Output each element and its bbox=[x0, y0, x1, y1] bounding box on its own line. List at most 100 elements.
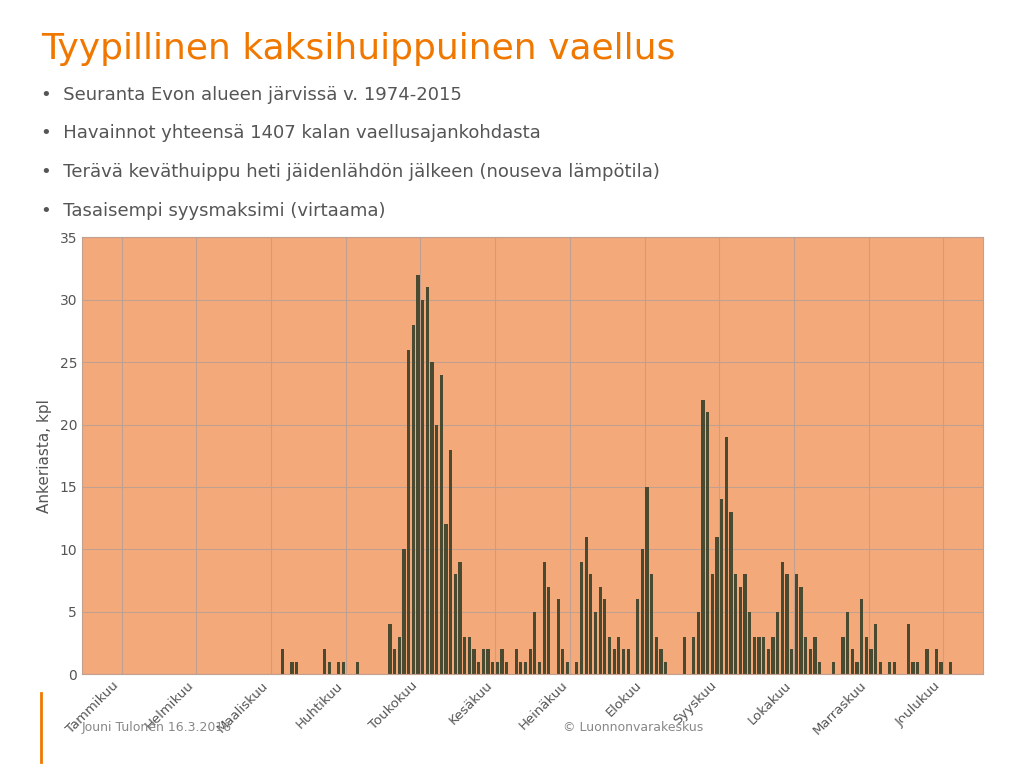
Bar bbox=[776, 612, 779, 674]
Bar bbox=[831, 662, 836, 674]
Bar bbox=[514, 649, 518, 674]
Bar bbox=[543, 561, 546, 674]
Bar bbox=[524, 662, 527, 674]
Bar bbox=[785, 574, 788, 674]
Bar bbox=[463, 637, 466, 674]
Bar bbox=[888, 662, 891, 674]
Bar bbox=[435, 424, 438, 674]
Bar bbox=[477, 662, 480, 674]
Bar bbox=[893, 662, 896, 674]
Text: Tyypillinen kaksihuippuinen vaellus: Tyypillinen kaksihuippuinen vaellus bbox=[41, 32, 676, 66]
Bar bbox=[748, 612, 752, 674]
Bar bbox=[566, 662, 569, 674]
Bar bbox=[654, 637, 657, 674]
Bar bbox=[683, 637, 686, 674]
Bar bbox=[430, 362, 434, 674]
Text: •  Seuranta Evon alueen järvissä v. 1974-2015: • Seuranta Evon alueen järvissä v. 1974-… bbox=[41, 86, 462, 103]
Bar bbox=[538, 662, 541, 674]
Bar bbox=[603, 599, 606, 674]
Bar bbox=[846, 612, 849, 674]
Bar bbox=[486, 649, 489, 674]
Bar bbox=[397, 637, 401, 674]
Bar bbox=[762, 637, 765, 674]
Bar bbox=[813, 637, 816, 674]
Bar bbox=[328, 662, 331, 674]
Bar bbox=[342, 662, 345, 674]
Bar bbox=[388, 624, 392, 674]
Bar bbox=[851, 649, 854, 674]
Bar bbox=[402, 549, 406, 674]
Bar bbox=[412, 325, 415, 674]
Bar bbox=[780, 561, 784, 674]
Bar bbox=[580, 561, 583, 674]
Bar bbox=[534, 612, 537, 674]
Bar bbox=[417, 275, 420, 674]
Bar bbox=[636, 599, 639, 674]
Bar bbox=[645, 487, 648, 674]
Bar bbox=[664, 662, 668, 674]
Bar bbox=[771, 637, 774, 674]
Bar bbox=[906, 624, 910, 674]
Bar bbox=[641, 549, 644, 674]
Bar bbox=[939, 662, 943, 674]
Bar bbox=[809, 649, 812, 674]
Bar bbox=[869, 649, 872, 674]
Bar bbox=[589, 574, 593, 674]
Bar bbox=[948, 662, 952, 674]
Bar bbox=[935, 649, 938, 674]
Bar bbox=[421, 300, 424, 674]
Bar bbox=[528, 649, 531, 674]
Bar bbox=[650, 574, 653, 674]
Bar bbox=[738, 587, 741, 674]
Bar bbox=[790, 649, 794, 674]
Bar bbox=[916, 662, 920, 674]
Text: •  Tasaisempi syysmaksimi (virtaama): • Tasaisempi syysmaksimi (virtaama) bbox=[41, 201, 385, 220]
Bar bbox=[575, 662, 579, 674]
Bar bbox=[468, 637, 471, 674]
Bar bbox=[617, 637, 621, 674]
Bar bbox=[355, 662, 359, 674]
Bar bbox=[496, 662, 499, 674]
Bar bbox=[492, 662, 495, 674]
Bar bbox=[706, 412, 710, 674]
Bar bbox=[926, 649, 929, 674]
Bar bbox=[281, 649, 285, 674]
Bar bbox=[622, 649, 626, 674]
Text: Jouni Tulonen 16.3.2016: Jouni Tulonen 16.3.2016 bbox=[82, 722, 232, 734]
Bar bbox=[911, 662, 914, 674]
Bar bbox=[627, 649, 630, 674]
Bar bbox=[842, 637, 845, 674]
Bar bbox=[743, 574, 746, 674]
Bar bbox=[337, 662, 340, 674]
Bar bbox=[556, 599, 560, 674]
Bar bbox=[716, 537, 719, 674]
Bar bbox=[725, 437, 728, 674]
Bar bbox=[753, 637, 756, 674]
Bar bbox=[659, 649, 663, 674]
Bar bbox=[874, 624, 878, 674]
Bar bbox=[696, 612, 699, 674]
Bar bbox=[818, 662, 821, 674]
Bar bbox=[501, 649, 504, 674]
Bar bbox=[800, 587, 803, 674]
Bar bbox=[519, 662, 522, 674]
Bar bbox=[393, 649, 396, 674]
Bar bbox=[758, 637, 761, 674]
Bar bbox=[612, 649, 615, 674]
Bar bbox=[547, 587, 551, 674]
Bar bbox=[701, 400, 705, 674]
Bar bbox=[408, 350, 411, 674]
Bar bbox=[692, 637, 695, 674]
Y-axis label: Ankeriasta, kpl: Ankeriasta, kpl bbox=[38, 399, 52, 512]
Bar bbox=[594, 612, 597, 674]
Bar bbox=[599, 587, 602, 674]
Bar bbox=[454, 574, 457, 674]
Bar bbox=[505, 662, 509, 674]
Text: •  Terävä keväthuippu heti jäidenlähdön jälkeen (nouseva lämpötila): • Terävä keväthuippu heti jäidenlähdön j… bbox=[41, 163, 659, 181]
Bar bbox=[795, 574, 798, 674]
Bar bbox=[291, 662, 294, 674]
Bar bbox=[472, 649, 476, 674]
Text: © Luonnonvarakeskus: © Luonnonvarakeskus bbox=[563, 722, 703, 734]
Bar bbox=[855, 662, 858, 674]
Bar bbox=[482, 649, 485, 674]
